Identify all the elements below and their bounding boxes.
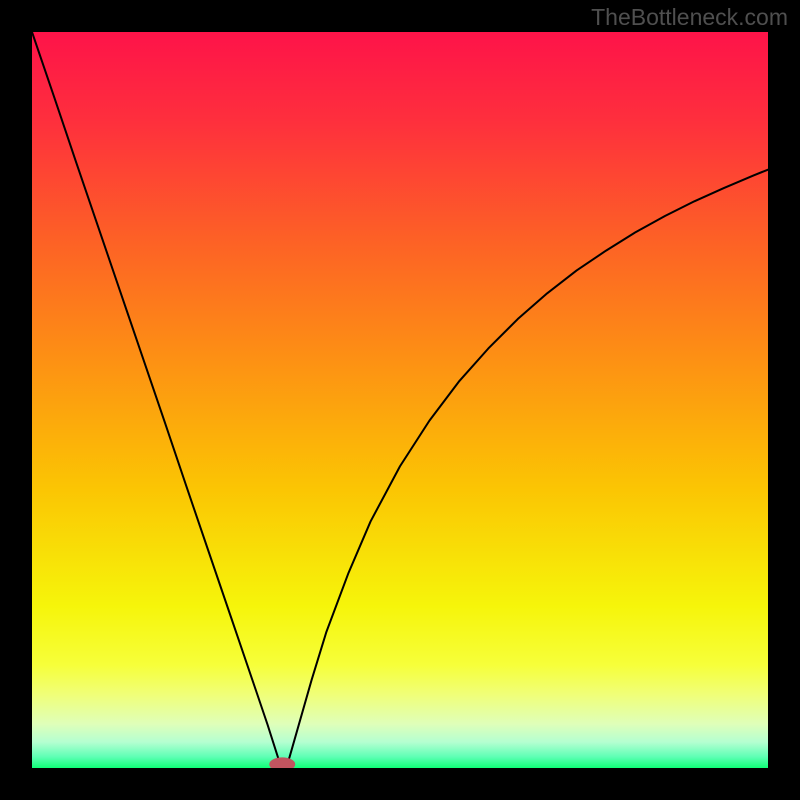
watermark-text: TheBottleneck.com xyxy=(591,4,788,31)
bottleneck-chart xyxy=(0,0,800,800)
gradient-background xyxy=(32,32,768,768)
chart-container: TheBottleneck.com xyxy=(0,0,800,800)
